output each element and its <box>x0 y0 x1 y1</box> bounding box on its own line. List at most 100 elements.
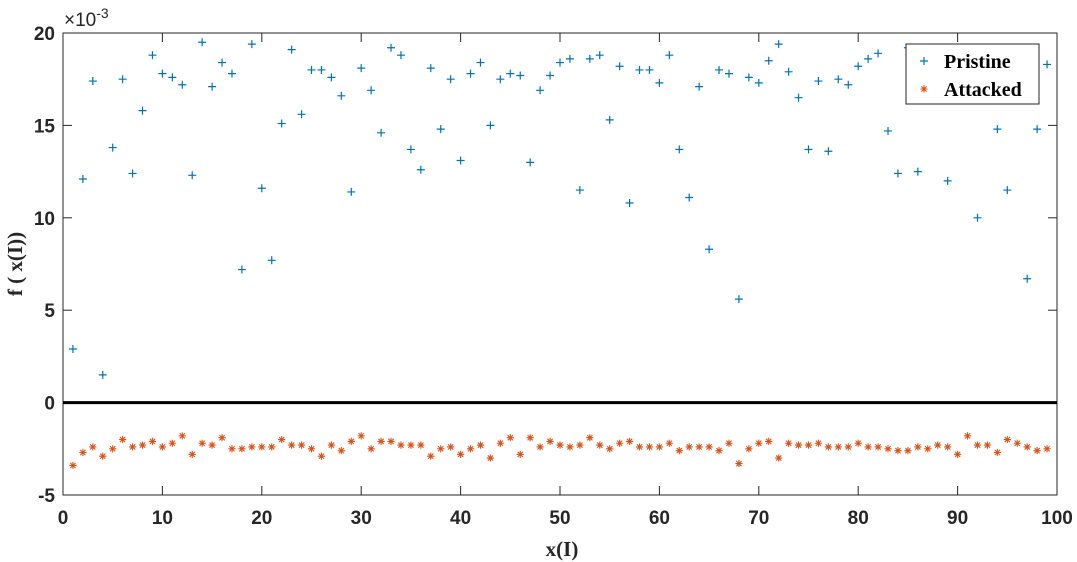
data-point-attacked <box>138 441 147 449</box>
data-point-attacked <box>476 441 485 449</box>
x-tick-label: 70 <box>748 508 769 529</box>
data-point-attacked <box>79 448 87 457</box>
data-point-attacked <box>645 443 654 451</box>
data-point-attacked <box>367 445 375 453</box>
data-point-attacked <box>794 441 803 449</box>
data-point-attacked <box>635 443 644 451</box>
data-point-attacked <box>178 432 186 440</box>
data-point-pristine <box>247 40 256 49</box>
data-point-pristine <box>227 69 236 78</box>
data-point-pristine <box>466 69 475 78</box>
data-point-pristine <box>695 82 704 91</box>
x-tick-label: 0 <box>58 508 69 529</box>
data-point-attacked <box>258 443 266 451</box>
x-tick-label: 90 <box>947 508 968 529</box>
data-point-pristine <box>208 82 217 91</box>
data-point-attacked <box>904 447 912 455</box>
data-point-pristine <box>874 49 883 58</box>
data-point-attacked <box>119 435 127 444</box>
data-point-pristine <box>277 119 286 128</box>
data-point-pristine <box>347 187 356 196</box>
y-tick-label: -5 <box>38 486 55 507</box>
data-point-attacked <box>934 441 942 449</box>
data-point-pristine <box>367 86 376 95</box>
data-point-pristine <box>715 65 724 74</box>
data-point-attacked <box>307 445 316 453</box>
y-tick-label: 15 <box>34 116 56 137</box>
data-point-attacked <box>894 447 902 455</box>
data-point-attacked <box>785 439 793 447</box>
data-point-attacked <box>526 434 534 442</box>
data-point-attacked <box>69 461 77 470</box>
data-point-attacked <box>725 439 733 447</box>
data-point-pristine <box>615 62 624 71</box>
data-point-pristine <box>585 54 594 63</box>
data-point-pristine <box>705 245 714 254</box>
data-point-pristine <box>655 78 664 87</box>
data-point-attacked <box>695 443 703 451</box>
data-point-pristine <box>814 77 823 86</box>
x-axis-label: x(I) <box>546 537 579 561</box>
data-point-attacked <box>397 441 405 449</box>
data-point-attacked <box>735 459 743 468</box>
data-point-pristine <box>605 115 614 124</box>
data-point-pristine <box>118 75 127 84</box>
data-point-pristine <box>396 51 405 60</box>
data-point-pristine <box>774 40 783 49</box>
data-point-pristine <box>734 295 743 304</box>
data-point-attacked <box>576 441 584 449</box>
legend: Pristine Attacked <box>905 43 1040 105</box>
data-point-attacked <box>954 450 962 458</box>
data-point-attacked <box>317 452 326 460</box>
data-point-attacked <box>924 445 932 453</box>
data-point-pristine <box>1023 274 1032 283</box>
legend-box <box>905 43 1040 105</box>
data-point-attacked <box>814 439 823 447</box>
data-point-pristine <box>1003 186 1012 195</box>
data-point-pristine <box>416 165 425 174</box>
data-point-pristine <box>158 69 167 78</box>
data-point-pristine <box>436 125 445 134</box>
data-point-pristine <box>724 69 733 78</box>
data-point-pristine <box>575 186 584 195</box>
data-point-attacked <box>586 434 594 442</box>
x-tick-label: 100 <box>1041 508 1073 529</box>
data-point-attacked <box>327 441 335 449</box>
data-point-attacked <box>864 443 872 451</box>
data-point-attacked <box>983 441 992 449</box>
data-point-attacked <box>208 441 216 449</box>
y-tick-label: 0 <box>44 394 55 415</box>
data-point-pristine <box>168 73 177 82</box>
series-attacked <box>69 432 1051 470</box>
data-point-attacked <box>516 450 524 458</box>
x-tick-label: 80 <box>848 508 869 529</box>
data-point-attacked <box>775 454 783 462</box>
data-point-attacked <box>466 445 475 453</box>
data-point-pristine <box>516 71 525 80</box>
data-point-pristine <box>834 75 843 84</box>
data-point-pristine <box>446 75 455 84</box>
data-point-attacked <box>804 441 813 449</box>
data-point-pristine <box>287 45 296 54</box>
data-point-attacked <box>596 441 604 449</box>
data-point-pristine <box>148 51 157 60</box>
data-point-attacked <box>1033 447 1041 455</box>
data-point-pristine <box>864 54 873 63</box>
data-point-attacked <box>755 439 763 447</box>
data-point-attacked <box>616 439 624 447</box>
y-tick-label: 5 <box>44 301 55 322</box>
data-point-attacked <box>218 434 226 442</box>
data-point-attacked <box>357 432 365 440</box>
x-tick-label: 20 <box>251 508 272 529</box>
data-point-attacked <box>963 432 972 440</box>
data-point-pristine <box>536 86 545 95</box>
data-point-pristine <box>476 58 485 67</box>
data-point-attacked <box>655 443 663 451</box>
data-point-attacked <box>128 443 137 451</box>
x-tick-label: 30 <box>351 508 372 529</box>
data-point-pristine <box>1043 60 1052 69</box>
data-point-attacked <box>238 445 246 453</box>
data-point-attacked <box>566 443 574 451</box>
data-point-attacked <box>148 437 157 446</box>
